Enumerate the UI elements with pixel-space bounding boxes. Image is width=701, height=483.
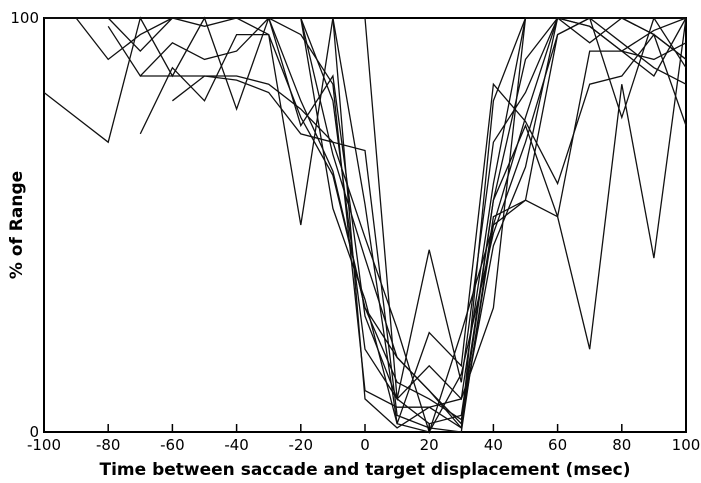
- y-tick-label: 0: [29, 423, 39, 441]
- series-line-2: [44, 17, 687, 425]
- x-axis-title: Time between saccade and target displace…: [100, 460, 631, 480]
- x-tick-label: 60: [548, 436, 567, 454]
- x-tick-label: 80: [612, 436, 631, 454]
- x-tick-label: -40: [224, 436, 249, 454]
- plot-area-border: [43, 17, 687, 433]
- x-tick-label: -100: [27, 436, 61, 454]
- x-tick-label: 100: [672, 436, 701, 454]
- x-tick-label: 20: [420, 436, 439, 454]
- series-line-4: [107, 17, 687, 430]
- series-layer: [43, 16, 687, 435]
- y-axis-title: % of Range: [7, 171, 27, 279]
- y-tick-label: 100: [10, 9, 39, 27]
- x-axis-ticks: -100 -80 -60 -40 -20 0 20 40 60 80 100: [27, 424, 700, 454]
- series-line-9: [172, 42, 687, 435]
- x-tick-label: -80: [96, 436, 121, 454]
- x-tick-label: 40: [484, 436, 503, 454]
- x-tick-label: 0: [360, 436, 370, 454]
- plot-frame: [43, 17, 687, 433]
- series-line-12: [76, 17, 686, 401]
- series-line-5: [107, 16, 687, 402]
- x-tick-label: -60: [160, 436, 185, 454]
- x-tick-label: -20: [289, 436, 314, 454]
- series-line-7: [43, 16, 687, 426]
- series-line-3: [75, 17, 687, 421]
- y-axis-ticks: 0 100: [10, 9, 39, 441]
- series-line-1: [44, 17, 686, 430]
